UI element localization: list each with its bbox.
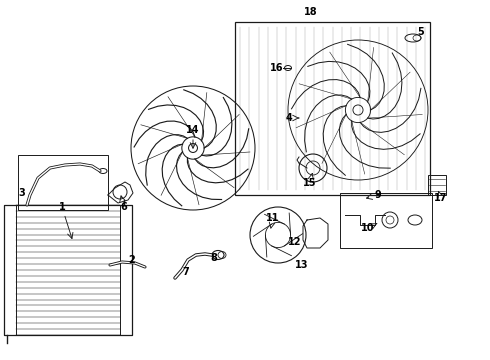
Bar [4,205,132,335]
Text: 15: 15 [303,178,317,188]
Bar [4,205,16,335]
Text: 6: 6 [121,202,127,212]
Text: 4: 4 [286,113,293,123]
Text: 13: 13 [295,260,309,270]
Text: 14: 14 [186,125,200,135]
Text: 2: 2 [129,255,135,265]
Text: 18: 18 [304,7,318,17]
Bar [235,22,430,195]
Text: 3: 3 [19,188,25,198]
Text: 8: 8 [211,253,218,263]
Text: 9: 9 [375,190,381,200]
Text: 7: 7 [183,267,189,277]
Text: 1: 1 [59,202,65,212]
Bar [121,205,132,335]
Bar [18,155,108,210]
Text: 12: 12 [288,237,302,247]
Text: 11: 11 [266,213,280,223]
Text: 5: 5 [417,27,424,37]
Bar [428,175,446,195]
Text: 17: 17 [434,193,448,203]
Bar [340,193,432,248]
Text: 16: 16 [270,63,284,73]
Text: 10: 10 [361,223,375,233]
